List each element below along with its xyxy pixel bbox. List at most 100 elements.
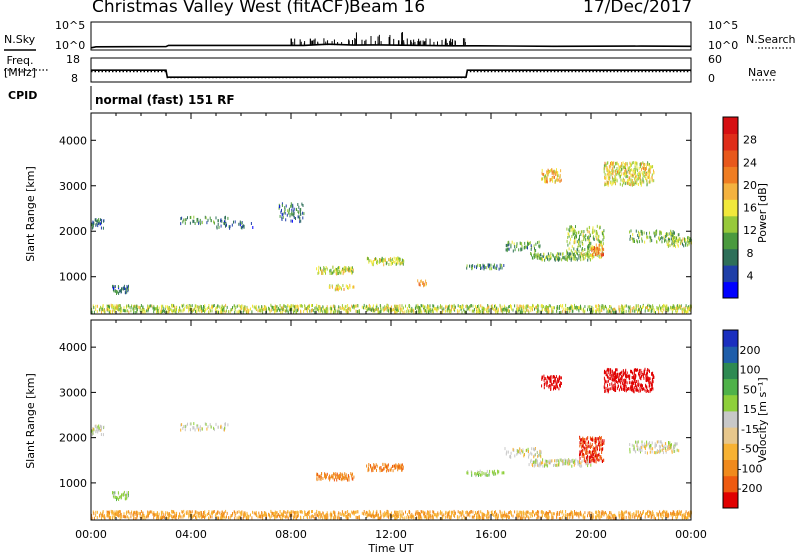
power-cell — [307, 310, 308, 314]
velocity-cell — [110, 509, 112, 513]
velocity-cell — [413, 515, 415, 519]
power-cell — [309, 309, 311, 313]
power-cell — [604, 183, 606, 187]
power-cell — [130, 309, 132, 313]
power-cell — [672, 234, 674, 238]
power-cell — [114, 306, 115, 310]
power-cell — [494, 304, 495, 308]
power-cell — [504, 307, 506, 311]
velocity-cell — [114, 491, 116, 495]
velocity-cell — [174, 513, 176, 517]
velocity-cell — [103, 425, 105, 429]
power-cell — [556, 253, 558, 257]
velocity-cell — [595, 510, 597, 514]
power-cell — [119, 289, 121, 293]
velocity-cell — [564, 458, 566, 462]
velocity-cell — [345, 515, 347, 519]
velocity-cell — [115, 496, 117, 499]
velocity-cell — [673, 511, 675, 515]
power-cell — [121, 287, 123, 291]
velocity-cell — [505, 452, 507, 456]
power-cell — [631, 183, 633, 187]
power-cell — [635, 171, 636, 175]
power-cell — [669, 238, 671, 242]
power-cell — [542, 177, 543, 181]
power-cell — [375, 307, 377, 311]
power-cell — [628, 176, 630, 180]
velocity-cell — [522, 450, 524, 454]
power-cell — [639, 170, 641, 174]
power-cell — [291, 209, 293, 213]
velocity-cell — [678, 511, 680, 515]
velocity-cell — [448, 511, 449, 515]
velocity-cell — [174, 515, 176, 519]
power-cell — [496, 267, 498, 270]
velocity-cell — [592, 516, 593, 520]
power-cell — [592, 247, 594, 251]
power-cell — [536, 305, 538, 309]
power-cell — [401, 260, 403, 264]
power-cell — [440, 304, 441, 308]
velocity-cell — [344, 511, 346, 515]
velocity-cell — [382, 513, 384, 517]
power-cell — [101, 310, 102, 314]
velocity-cell — [127, 492, 129, 496]
power-cell — [625, 163, 626, 167]
power-cell — [152, 306, 154, 310]
power-cell — [610, 164, 612, 168]
power-cell — [381, 257, 383, 261]
power-cell — [592, 252, 594, 256]
velocity-cell — [452, 510, 454, 514]
velocity-cell — [347, 474, 349, 478]
velocity-cell — [329, 474, 330, 478]
power-cell — [182, 309, 184, 313]
power-cell — [95, 307, 97, 311]
velocity-cell — [495, 472, 497, 476]
velocity-cell — [124, 515, 126, 519]
power-cell — [479, 264, 481, 267]
velocity-cell — [614, 513, 616, 517]
velocity-cell — [505, 514, 507, 518]
velocity-cell — [231, 514, 233, 517]
velocity-cell — [234, 517, 236, 520]
velocity-cell — [576, 513, 578, 517]
velocity-cell — [188, 515, 190, 519]
power-cell — [641, 230, 643, 234]
velocity-cell — [417, 516, 419, 520]
power-cell — [189, 221, 191, 225]
velocity-cell — [166, 511, 168, 515]
velocity-cell — [261, 511, 263, 514]
velocity-cell — [490, 511, 492, 514]
power-cell — [532, 308, 533, 312]
power-cell — [602, 304, 604, 308]
velocity-cell — [547, 375, 548, 379]
power-cell — [395, 306, 397, 309]
velocity-cell — [394, 510, 396, 514]
power-cell — [244, 306, 246, 310]
power-cell — [665, 307, 666, 311]
power-cell — [396, 310, 398, 314]
velocity-cell — [398, 463, 400, 467]
power-cell — [399, 257, 401, 261]
power-cell — [581, 254, 583, 258]
power-cell — [318, 265, 320, 269]
velocity-cell — [338, 511, 340, 515]
velocity-cell — [509, 510, 511, 514]
power-cell — [478, 304, 480, 308]
velocity-cell — [327, 513, 329, 517]
velocity-cell — [556, 515, 558, 519]
power-cell — [545, 174, 546, 178]
velocity-cell — [580, 511, 581, 515]
power-cell — [619, 165, 621, 169]
power-cell — [386, 303, 388, 307]
velocity-cell — [344, 472, 346, 476]
velocity-cell — [387, 510, 389, 514]
power-cell — [620, 173, 622, 177]
power-cell — [677, 306, 679, 310]
power-cell — [600, 308, 602, 312]
power-cell — [285, 204, 287, 208]
velocity-cell — [609, 511, 611, 515]
velocity-cell — [603, 513, 605, 517]
velocity-cell — [201, 515, 202, 519]
power-cell — [632, 161, 634, 165]
